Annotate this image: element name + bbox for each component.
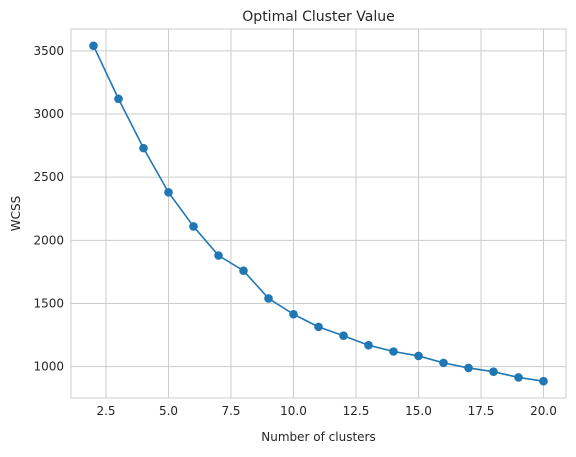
data-point — [314, 322, 323, 332]
data-point — [214, 251, 223, 260]
data-point — [164, 188, 173, 197]
data-point — [189, 222, 198, 231]
x-axis-label: Number of clusters — [261, 430, 375, 444]
x-tick-label: 12.5 — [343, 404, 370, 418]
data-point — [139, 143, 148, 153]
chart-title: Optimal Cluster Value — [242, 9, 394, 25]
data-point — [489, 367, 498, 377]
x-tick-label: 20.0 — [530, 404, 557, 418]
x-tick-label: 7.5 — [221, 404, 240, 418]
data-point — [514, 373, 523, 382]
x-tick-label: 17.5 — [468, 404, 495, 418]
tick-labels: 2.5 5.0 7.5 10.0 12.5 15.0 17.5 20.0 1000 1500 200… — [33, 44, 556, 418]
x-tick-label: 2.5 — [96, 404, 115, 418]
data-point — [539, 376, 548, 386]
x-tick-label: 5.0 — [159, 404, 178, 418]
x-tick-label: 10.0 — [280, 404, 307, 418]
data-point — [364, 340, 373, 350]
data-point — [339, 331, 348, 341]
data-point — [439, 358, 448, 368]
data-point — [464, 363, 473, 373]
data-point — [414, 351, 423, 361]
y-tick-label: 2500 — [33, 170, 64, 184]
data-point — [389, 347, 398, 356]
y-tick-label: 2000 — [33, 233, 64, 247]
y-tick-label: 1500 — [33, 297, 64, 311]
data-point — [239, 266, 248, 275]
series-layer — [89, 41, 548, 386]
y-tick-label: 3500 — [33, 44, 64, 58]
data-point — [264, 294, 273, 303]
y-tick-label: 1000 — [33, 360, 64, 374]
data-point — [114, 94, 123, 104]
grid-lines — [71, 29, 566, 398]
y-tick-label: 3000 — [33, 107, 64, 121]
data-point — [289, 309, 298, 319]
y-axis-label: WCSS — [9, 196, 23, 231]
data-point — [89, 41, 98, 51]
x-tick-label: 15.0 — [405, 404, 432, 418]
plot-frame — [70, 28, 567, 399]
